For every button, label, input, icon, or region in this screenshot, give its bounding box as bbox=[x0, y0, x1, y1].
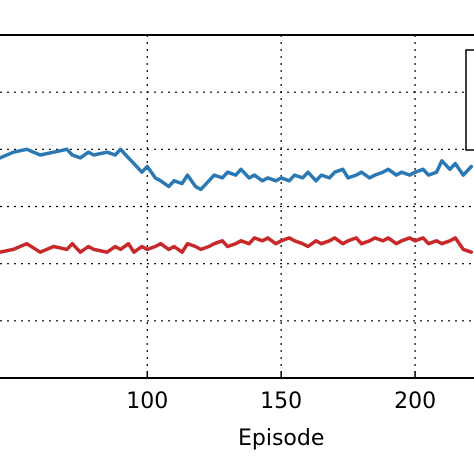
x-tick-label-2: 200 bbox=[394, 389, 436, 414]
series-layer bbox=[0, 147, 474, 254]
x-axis-title: Episode bbox=[238, 426, 324, 451]
series-line-0 bbox=[0, 147, 474, 192]
grid-layer bbox=[0, 35, 474, 378]
x-tick-label-1: 150 bbox=[260, 389, 302, 414]
legend-layer bbox=[465, 49, 474, 151]
series-line-1 bbox=[0, 236, 474, 254]
x-tick-label-0: 100 bbox=[126, 389, 168, 414]
frame-layer bbox=[0, 34, 474, 379]
legend-box bbox=[465, 49, 474, 151]
x-tick-layer: 100 150 200 bbox=[126, 371, 436, 414]
